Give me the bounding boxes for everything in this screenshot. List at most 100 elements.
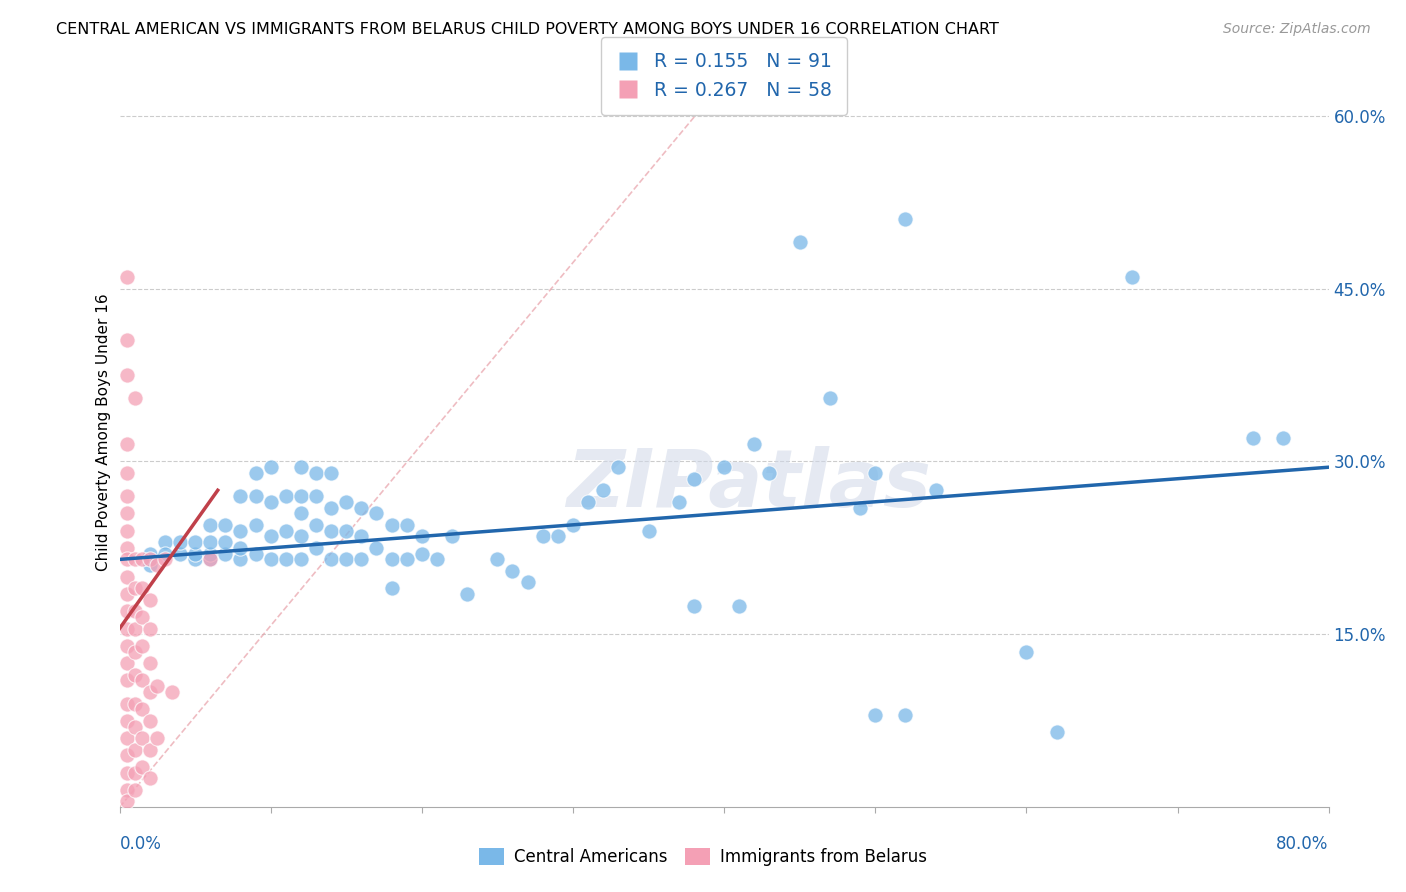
Point — [456, 587, 478, 601]
Point — [115, 524, 138, 538]
Point — [245, 517, 267, 532]
Legend: Central Americans, Immigrants from Belarus: Central Americans, Immigrants from Belar… — [472, 841, 934, 873]
Point — [395, 552, 418, 566]
Point — [1272, 431, 1295, 445]
Point — [138, 592, 162, 607]
Point — [894, 708, 917, 723]
Point — [115, 697, 138, 711]
Point — [214, 535, 236, 549]
Point — [138, 685, 162, 699]
Point — [115, 552, 138, 566]
Point — [124, 697, 146, 711]
Point — [305, 489, 328, 503]
Point — [380, 517, 402, 532]
Point — [146, 558, 169, 573]
Point — [1121, 270, 1143, 285]
Point — [124, 667, 146, 681]
Point — [290, 460, 312, 475]
Point — [925, 483, 948, 498]
Point — [274, 489, 297, 503]
Point — [668, 495, 690, 509]
Point — [1045, 725, 1069, 739]
Point — [758, 466, 780, 480]
Point — [305, 466, 328, 480]
Point — [115, 570, 138, 584]
Point — [607, 460, 630, 475]
Point — [818, 391, 841, 405]
Point — [115, 795, 138, 809]
Point — [411, 529, 433, 543]
Point — [290, 552, 312, 566]
Point — [728, 599, 751, 613]
Text: Source: ZipAtlas.com: Source: ZipAtlas.com — [1223, 22, 1371, 37]
Point — [200, 517, 222, 532]
Point — [229, 541, 252, 555]
Point — [115, 622, 138, 636]
Point — [124, 720, 146, 734]
Point — [789, 235, 811, 250]
Point — [321, 524, 343, 538]
Point — [259, 529, 281, 543]
Point — [366, 541, 388, 555]
Point — [305, 541, 328, 555]
Point — [115, 604, 138, 618]
Point — [184, 552, 207, 566]
Point — [115, 489, 138, 503]
Point — [1015, 645, 1038, 659]
Text: CENTRAL AMERICAN VS IMMIGRANTS FROM BELARUS CHILD POVERTY AMONG BOYS UNDER 16 CO: CENTRAL AMERICAN VS IMMIGRANTS FROM BELA… — [56, 22, 1000, 37]
Point — [335, 552, 357, 566]
Point — [395, 517, 418, 532]
Point — [124, 783, 146, 797]
Point — [214, 547, 236, 561]
Point — [131, 610, 153, 624]
Point — [229, 489, 252, 503]
Point — [576, 495, 599, 509]
Point — [131, 731, 153, 745]
Point — [259, 552, 281, 566]
Point — [115, 437, 138, 451]
Point — [124, 622, 146, 636]
Point — [486, 552, 509, 566]
Point — [229, 524, 252, 538]
Point — [335, 524, 357, 538]
Point — [321, 466, 343, 480]
Point — [305, 517, 328, 532]
Point — [894, 212, 917, 227]
Point — [115, 731, 138, 745]
Point — [115, 639, 138, 653]
Point — [426, 552, 449, 566]
Point — [169, 535, 191, 549]
Point — [146, 679, 169, 693]
Text: 80.0%: 80.0% — [1277, 835, 1329, 853]
Point — [350, 552, 373, 566]
Point — [115, 541, 138, 555]
Text: ZIPatlas: ZIPatlas — [565, 446, 931, 524]
Point — [245, 489, 267, 503]
Point — [380, 581, 402, 595]
Point — [321, 552, 343, 566]
Point — [115, 748, 138, 763]
Point — [245, 466, 267, 480]
Point — [1241, 431, 1264, 445]
Point — [863, 708, 886, 723]
Point — [115, 714, 138, 728]
Point — [713, 460, 735, 475]
Point — [200, 547, 222, 561]
Point — [138, 552, 162, 566]
Point — [849, 500, 872, 515]
Point — [742, 437, 765, 451]
Point — [115, 334, 138, 348]
Point — [682, 472, 704, 486]
Point — [547, 529, 569, 543]
Point — [214, 517, 236, 532]
Point — [124, 645, 146, 659]
Point — [274, 552, 297, 566]
Point — [138, 622, 162, 636]
Point — [131, 581, 153, 595]
Point — [138, 742, 162, 756]
Point — [245, 547, 267, 561]
Point — [115, 466, 138, 480]
Point — [138, 558, 162, 573]
Point — [290, 529, 312, 543]
Point — [200, 552, 222, 566]
